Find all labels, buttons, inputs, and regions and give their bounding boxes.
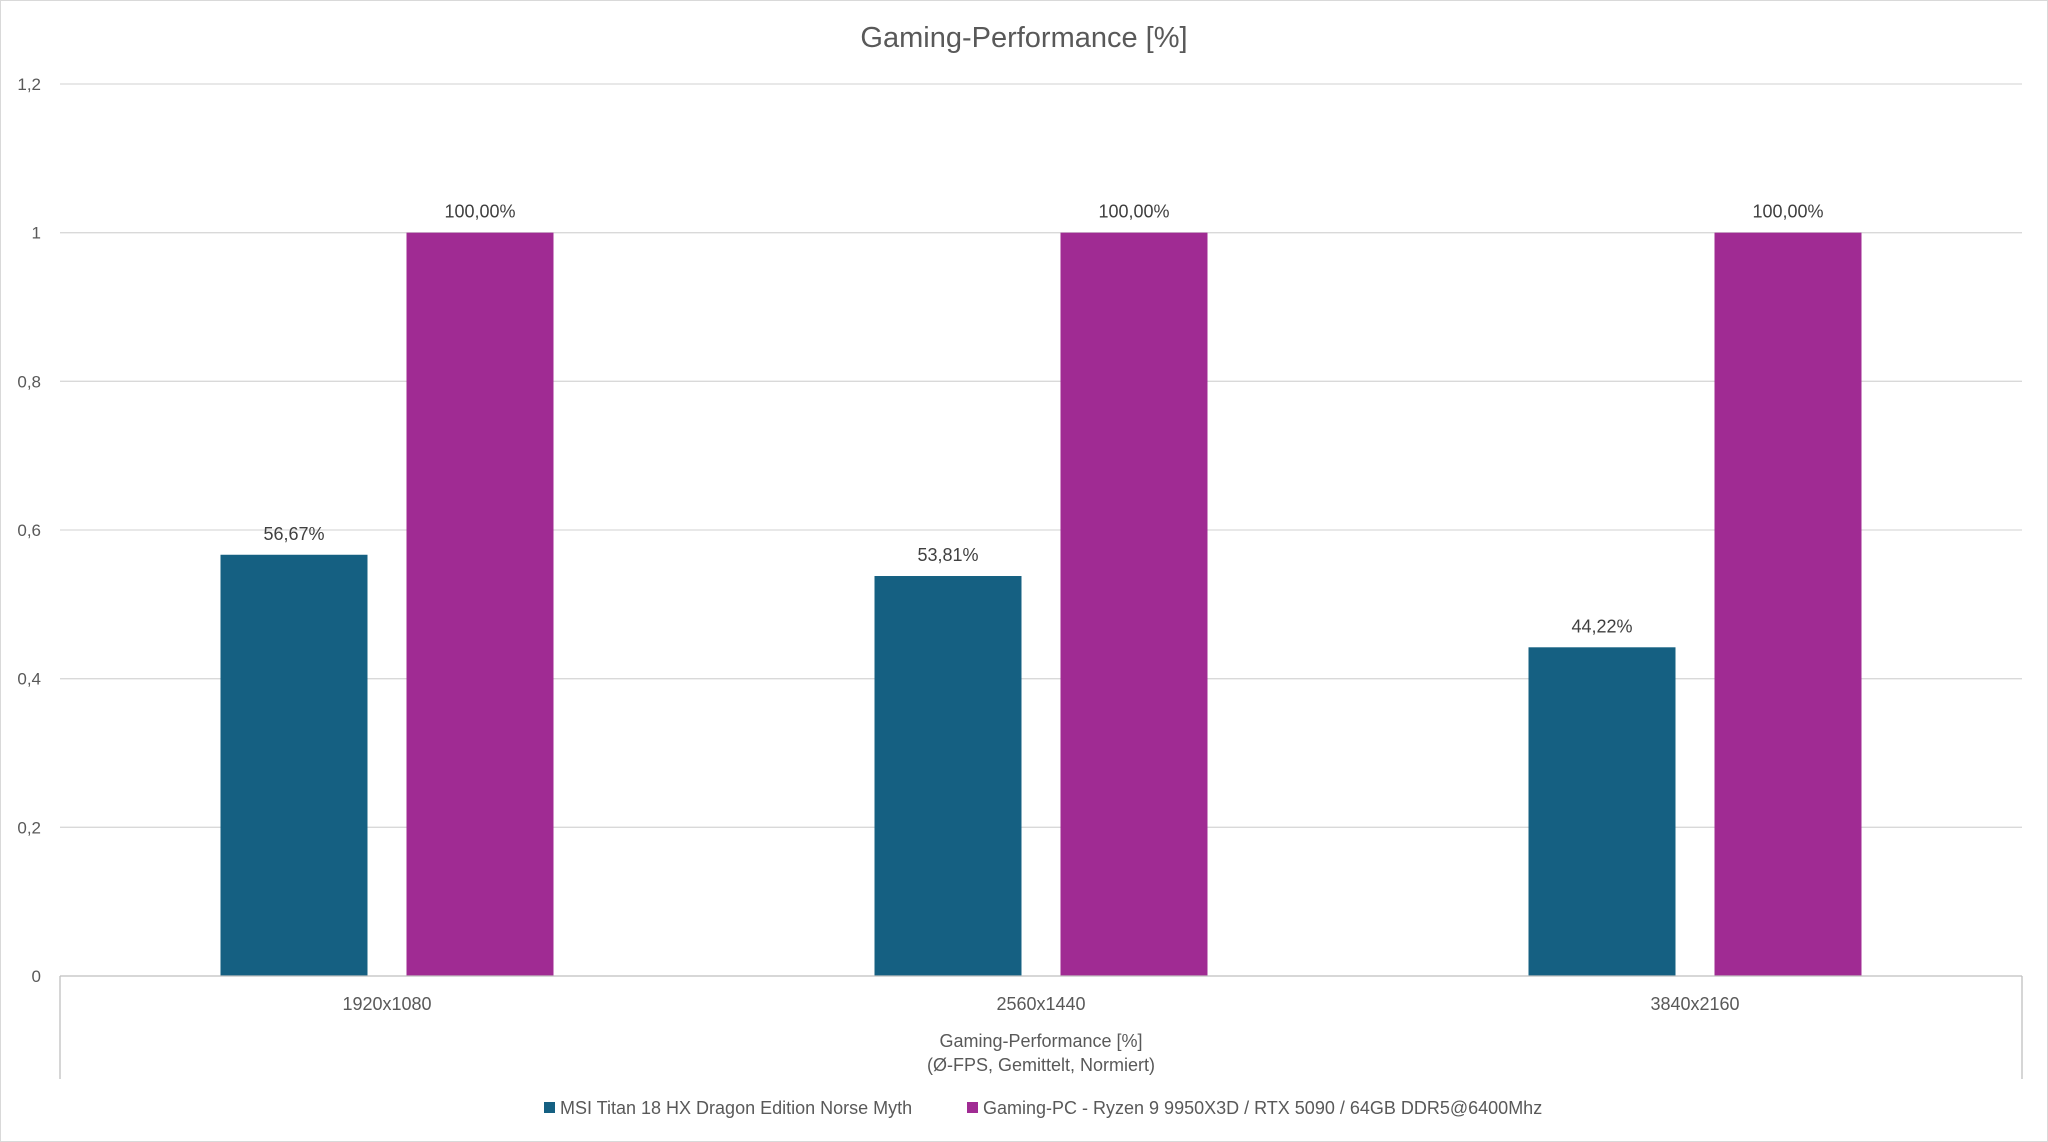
legend: MSI Titan 18 HX Dragon Edition Norse Myt… bbox=[544, 1098, 1542, 1118]
x-category-label: 2560x1440 bbox=[996, 994, 1085, 1014]
data-labels: 56,67% 100,00% 53,81% 100,00% 44,22% 100,00% bbox=[263, 202, 1823, 637]
data-label: 53,81% bbox=[917, 545, 978, 565]
y-tick-label: 0,2 bbox=[17, 818, 41, 837]
legend-entry: Gaming-PC - Ryzen 9 9950X3D / RTX 5090 /… bbox=[983, 1098, 1542, 1118]
y-tick-label: 1,2 bbox=[17, 75, 41, 94]
data-label: 56,67% bbox=[263, 524, 324, 544]
data-label: 100,00% bbox=[444, 202, 515, 222]
bars bbox=[220, 232, 1862, 976]
x-axis-title-line-2: (Ø-FPS, Gemittelt, Normiert) bbox=[927, 1055, 1155, 1075]
y-tick-label: 1 bbox=[32, 224, 41, 243]
bar-series-2-3840x2160 bbox=[1714, 232, 1862, 976]
data-label: 100,00% bbox=[1098, 202, 1169, 222]
data-label: 44,22% bbox=[1571, 616, 1632, 636]
x-axis bbox=[59, 975, 2023, 1079]
bar-series-1-1920x1080 bbox=[220, 554, 368, 976]
x-axis-categories: 1920x1080 2560x1440 3840x2160 bbox=[342, 994, 1739, 1014]
bar-series-1-2560x1440 bbox=[874, 576, 1022, 976]
x-category-label: 3840x2160 bbox=[1650, 994, 1739, 1014]
y-tick-label: 0,6 bbox=[17, 521, 41, 540]
legend-entry: MSI Titan 18 HX Dragon Edition Norse Myt… bbox=[560, 1098, 912, 1118]
y-axis-ticks: 0 0,2 0,4 0,6 0,8 1 1,2 bbox=[17, 75, 41, 986]
data-label: 100,00% bbox=[1752, 202, 1823, 222]
bar-series-2-2560x1440 bbox=[1060, 232, 1208, 976]
x-axis-title-line-1: Gaming-Performance [%] bbox=[939, 1031, 1142, 1051]
gridlines bbox=[60, 83, 2022, 828]
bar-series-1-3840x2160 bbox=[1528, 647, 1676, 976]
y-tick-label: 0 bbox=[32, 967, 41, 986]
x-category-label: 1920x1080 bbox=[342, 994, 431, 1014]
legend-swatch bbox=[967, 1102, 978, 1113]
y-tick-label: 0,8 bbox=[17, 372, 41, 391]
chart-title: Gaming-Performance [%] bbox=[860, 22, 1187, 54]
legend-swatch bbox=[544, 1102, 555, 1113]
y-tick-label: 0,4 bbox=[17, 670, 41, 689]
bar-series-2-1920x1080 bbox=[406, 232, 554, 976]
